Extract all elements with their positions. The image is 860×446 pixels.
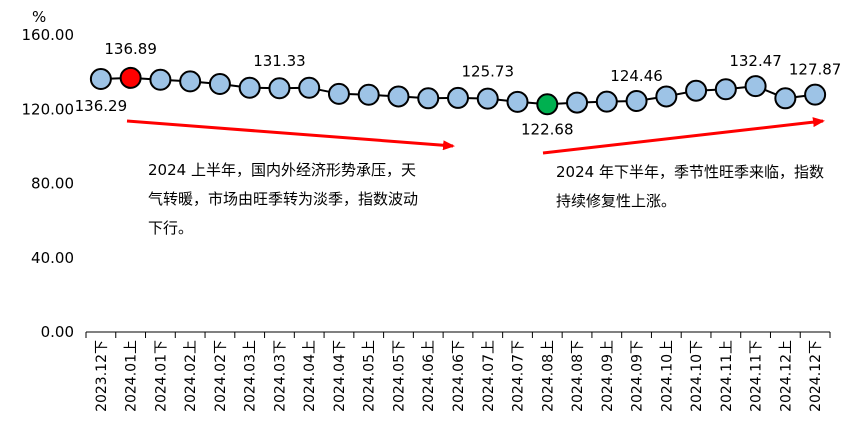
data-point-max bbox=[119, 66, 142, 89]
data-point bbox=[417, 87, 440, 110]
annotation-second-half: 2024 年下半年，季节性旺季来临，指数持续修复性上涨。 bbox=[556, 163, 824, 210]
annotation-first-half: 2024 上半年，国内外经济形势承压，天气转暖，市场由旺季转为淡季，指数波动下行… bbox=[148, 161, 419, 237]
data-label: 122.68 bbox=[521, 120, 574, 138]
x-tick-label: 2024.08上 bbox=[540, 340, 556, 412]
data-label: 132.47 bbox=[729, 52, 782, 70]
data-point bbox=[268, 77, 291, 100]
x-tick-label: 2024.05下 bbox=[391, 340, 407, 412]
data-point bbox=[714, 78, 737, 101]
x-tick-label: 2024.12上 bbox=[778, 340, 794, 412]
data-point bbox=[625, 89, 648, 112]
x-tick-label: 2024.11上 bbox=[719, 340, 735, 412]
data-point bbox=[476, 87, 499, 110]
x-tick-label: 2024.02上 bbox=[183, 340, 199, 412]
data-point bbox=[357, 83, 380, 106]
y-axis-unit: % bbox=[32, 8, 46, 26]
data-label: 131.33 bbox=[253, 52, 306, 70]
x-tick-label: 2024.10上 bbox=[659, 340, 675, 412]
data-label: 136.89 bbox=[104, 40, 157, 58]
data-point bbox=[566, 91, 589, 114]
y-axis-ticks: 0.00 40.00 80.00 120.00 160.00 bbox=[22, 26, 75, 341]
x-tick-label: 2024.11下 bbox=[749, 340, 765, 412]
x-tick-label: 2024.06下 bbox=[451, 340, 467, 412]
x-axis bbox=[85, 331, 831, 338]
x-tick-label: 2024.05上 bbox=[362, 340, 378, 412]
x-tick-label: 2024.01下 bbox=[153, 340, 169, 412]
data-point bbox=[238, 76, 261, 99]
data-point bbox=[327, 82, 350, 105]
x-axis-ticks: 2023.12下 2024.01上 2024.01下 2024.02上 2024.02下… bbox=[94, 340, 824, 412]
trend-arrow-down bbox=[126, 119, 455, 151]
x-tick-label: 2023.12下 bbox=[94, 340, 110, 412]
data-point bbox=[744, 75, 767, 98]
trend-arrow-up bbox=[542, 117, 825, 155]
y-tick-label: 80.00 bbox=[31, 175, 74, 193]
data-label: 127.87 bbox=[789, 61, 842, 79]
x-tick-label: 2024.04下 bbox=[332, 340, 348, 412]
x-tick-label: 2024.06上 bbox=[421, 340, 437, 412]
x-tick-label: 2024.02下 bbox=[213, 340, 229, 412]
data-point bbox=[774, 87, 797, 110]
x-tick-label: 2024.10下 bbox=[689, 340, 705, 412]
x-tick-label: 2024.09下 bbox=[630, 340, 646, 412]
y-tick-label: 120.00 bbox=[22, 100, 75, 118]
data-point bbox=[595, 90, 618, 113]
x-tick-label: 2024.01上 bbox=[124, 340, 140, 412]
data-point bbox=[149, 68, 172, 91]
data-point bbox=[506, 90, 529, 113]
data-label: 124.46 bbox=[610, 67, 663, 85]
data-point-min bbox=[536, 93, 559, 116]
x-tick-label: 2024.12下 bbox=[808, 340, 824, 412]
x-tick-label: 2024.07下 bbox=[511, 340, 527, 412]
x-tick-label: 2024.04上 bbox=[302, 340, 318, 412]
y-tick-label: 0.00 bbox=[41, 323, 74, 341]
x-tick-label: 2024.08下 bbox=[570, 340, 586, 412]
data-label: 136.29 bbox=[75, 97, 128, 115]
x-tick-label: 2024.03下 bbox=[272, 340, 288, 412]
x-tick-label: 2024.07上 bbox=[481, 340, 497, 412]
data-point bbox=[447, 86, 469, 109]
data-point bbox=[179, 70, 202, 93]
x-tick-label: 2024.09上 bbox=[600, 340, 616, 412]
x-tick-label: 2024.03上 bbox=[243, 340, 259, 412]
y-tick-label: 160.00 bbox=[22, 26, 75, 44]
data-point bbox=[655, 85, 678, 108]
data-point bbox=[387, 85, 410, 108]
data-point bbox=[804, 83, 827, 106]
data-point bbox=[89, 68, 112, 91]
data-labels: 136.29 136.89 131.33 125.73 122.68 124.46 132.… bbox=[75, 40, 842, 138]
series-markers bbox=[89, 66, 827, 116]
data-point bbox=[685, 79, 708, 102]
data-point bbox=[298, 76, 321, 99]
data-point bbox=[208, 73, 231, 96]
data-label: 125.73 bbox=[462, 63, 515, 81]
y-tick-label: 40.00 bbox=[31, 249, 74, 267]
